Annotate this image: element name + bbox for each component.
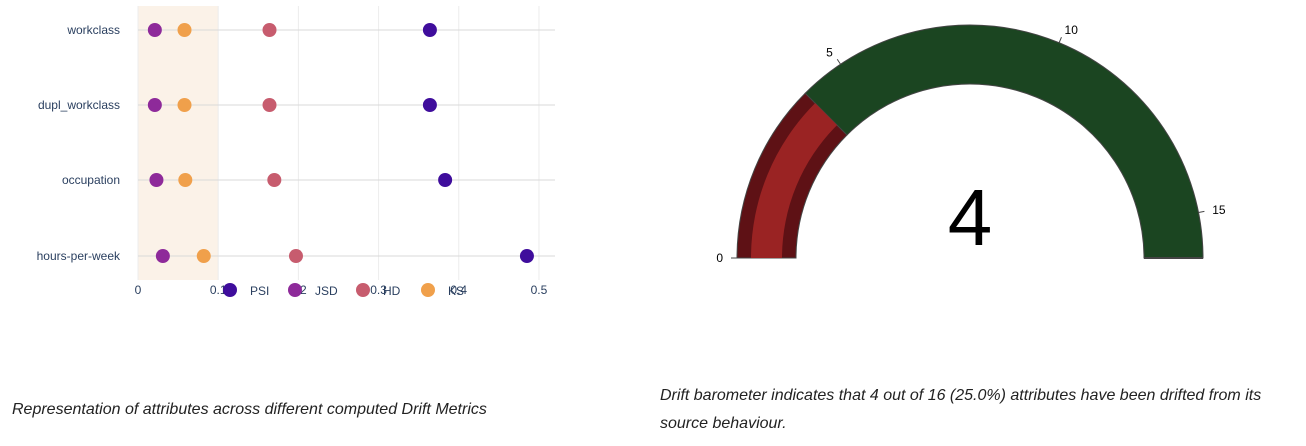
data-point-hd [267,173,282,187]
legend-label: JSD [315,284,338,298]
gauge-tick-label: 15 [1212,203,1226,217]
gauge-tick [1198,210,1205,214]
highlight-band [138,6,219,280]
gauge-tick-label: 10 [1065,23,1079,37]
grid-lines [137,6,555,280]
data-point-hd [288,249,303,263]
data-point-ks [177,23,192,37]
drift-metrics-dot-chart: workclass dupl_workclass occupation hours-p… [37,6,555,298]
data-point-ks [178,173,193,187]
legend-item-jsd[interactable]: JSD [288,283,338,298]
legend[interactable]: PSI JSD HD KS [223,283,464,298]
y-tick-label: workclass [66,23,120,37]
y-tick-label: hours-per-week [37,249,121,263]
legend-label: KS [448,284,464,298]
data-point-hd [262,98,277,112]
data-point-jsd [147,98,162,112]
data-point-psi [519,249,534,263]
x-tick-label: 0.4 [450,283,467,297]
data-point-jsd [147,23,162,37]
data-point-jsd [155,249,170,263]
y-tick-label: dupl_workclass [38,98,120,112]
gauge-tick [1058,37,1062,43]
gauge-value-number: 4 [948,173,993,262]
data-point-psi [422,23,437,37]
caption-drift-metrics: Representation of attributes across diff… [12,401,487,418]
y-tick-label: occupation [62,173,120,187]
gauge-ticks: 0 5 10 15 [716,23,1226,265]
caption-drift-barometer: Drift barometer indicates that 4 out of … [660,387,1262,432]
gauge-value-bar [751,103,838,258]
x-tick-label: 0.3 [370,283,387,297]
legend-item-ks[interactable]: KS [421,283,464,298]
gauge-tick [836,59,841,65]
y-tick-labels: workclass dupl_workclass occupation hours-p… [37,23,121,263]
legend-label: HD [383,284,401,298]
gauge-tick-label: 0 [716,251,723,265]
data-point-hd [262,23,277,37]
drift-barometer-gauge: 0 5 10 15 4 [716,23,1226,265]
legend-item-psi[interactable]: PSI [223,283,269,298]
gauge-tick-label: 5 [826,46,833,60]
x-tick-label: 0.1 [210,283,227,297]
gauge-step-stable [804,24,1204,259]
legend-marker [356,283,370,297]
legend-marker [421,283,435,297]
legend-label: PSI [250,284,269,298]
legend-marker [288,283,302,297]
x-tick-label: 0 [135,283,142,297]
data-point-psi [422,98,437,112]
data-point-psi [438,173,453,187]
x-tick-labels: 00.10.20.30.40.5 [135,283,548,297]
x-tick-label: 0.5 [531,283,548,297]
data-point-ks [177,98,192,112]
data-point-jsd [149,173,164,187]
data-points [147,23,534,263]
legend-item-hd[interactable]: HD [356,283,401,298]
legend-marker [223,283,237,297]
data-point-ks [196,249,211,263]
